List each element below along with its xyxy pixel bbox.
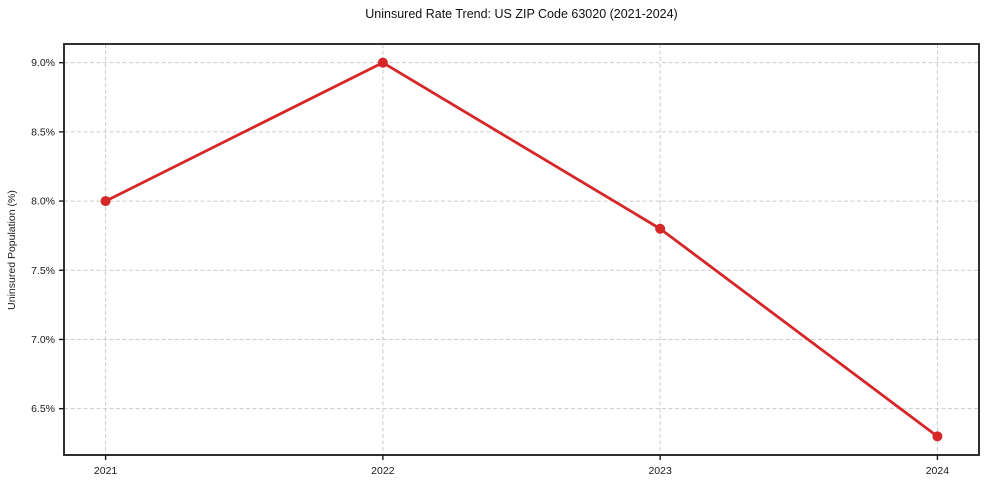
x-tick-label: 2024 — [926, 465, 950, 477]
y-tick-label: 7.0% — [31, 334, 55, 346]
y-tick-label: 7.5% — [31, 265, 55, 277]
x-tick-label: 2022 — [371, 465, 395, 477]
data-point — [377, 57, 388, 68]
data-point — [100, 196, 111, 207]
y-tick-label: 8.0% — [31, 196, 55, 208]
data-point — [932, 431, 943, 442]
y-tick-label: 6.5% — [31, 403, 55, 415]
data-point — [655, 223, 666, 234]
y-tick-label: 8.5% — [31, 126, 55, 138]
chart-title: Uninsured Rate Trend: US ZIP Code 63020 … — [365, 7, 678, 21]
y-tick-label: 9.0% — [31, 57, 55, 69]
axes-spines — [63, 43, 980, 456]
x-tick-label: 2023 — [648, 465, 672, 477]
x-tick-label: 2021 — [94, 465, 118, 477]
data-line — [104, 61, 939, 438]
